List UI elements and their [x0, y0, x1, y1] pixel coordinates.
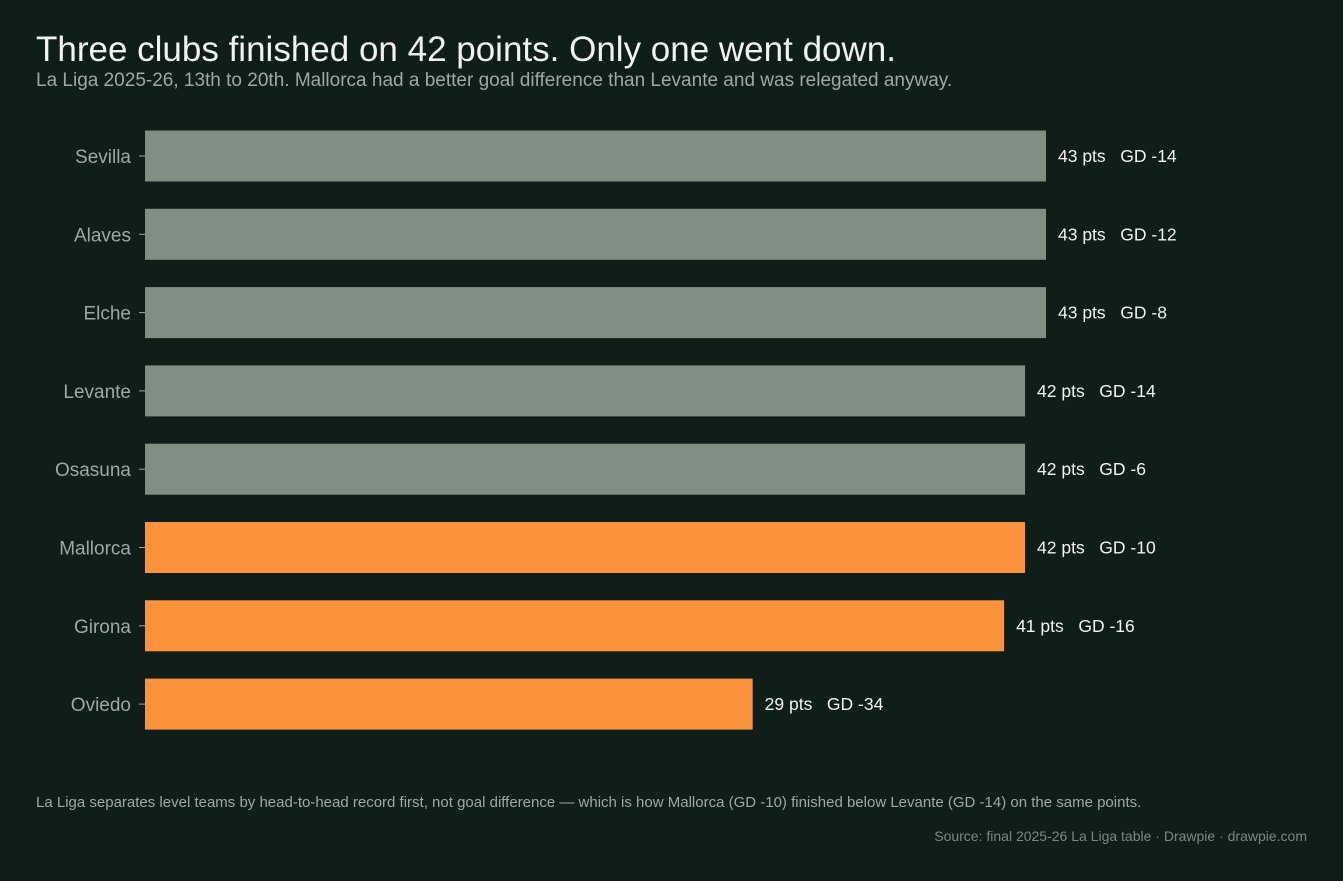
y-tick-label-sevilla: Sevilla [75, 147, 131, 168]
bar-girona [145, 600, 1005, 652]
bar-sevilla [145, 130, 1046, 182]
data-label-oviedo: 29 pts GD -34 [765, 694, 884, 714]
data-label-osasuna: 42 pts GD -6 [1037, 459, 1146, 479]
data-label-girona: 41 pts GD -16 [1016, 616, 1135, 636]
y-tick-label-girona: Girona [74, 617, 131, 638]
bar-levante [145, 365, 1026, 417]
source-credit: Source: final 2025-26 La Liga table · Dr… [934, 828, 1307, 844]
footnote: La Liga separates level teams by head-to… [36, 794, 1142, 811]
bar-mallorca [145, 522, 1026, 573]
y-tick-label-elche: Elche [83, 304, 131, 325]
chart-title: Three clubs finished on 42 points. Only … [36, 30, 896, 69]
data-label-alaves: 43 pts GD -12 [1058, 224, 1177, 244]
y-tick-label-mallorca: Mallorca [59, 539, 131, 560]
data-label-sevilla: 43 pts GD -14 [1058, 146, 1177, 166]
y-tick-label-levante: Levante [63, 382, 131, 403]
y-tick-label-alaves: Alaves [74, 225, 131, 246]
data-label-mallorca: 42 pts GD -10 [1037, 538, 1156, 558]
y-tick-label-oviedo: Oviedo [71, 695, 131, 716]
data-label-levante: 42 pts GD -14 [1037, 381, 1156, 401]
y-tick-label-osasuna: Osasuna [55, 460, 131, 481]
bar-osasuna [145, 443, 1026, 495]
bar-oviedo [145, 678, 753, 730]
data-label-elche: 43 pts GD -8 [1058, 303, 1167, 323]
bar-alaves [145, 208, 1046, 260]
bar-elche [145, 287, 1046, 339]
chart-subtitle: La Liga 2025-26, 13th to 20th. Mallorca … [36, 70, 953, 91]
